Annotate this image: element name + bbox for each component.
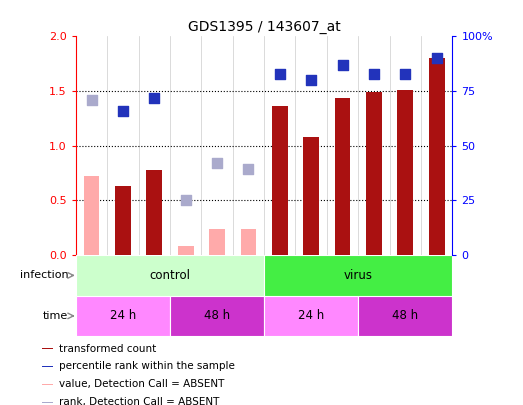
Point: [401, 70, 410, 77]
Text: time: time: [43, 311, 69, 321]
Text: 24 h: 24 h: [110, 309, 136, 322]
Bar: [170, 296, 264, 336]
Bar: [241, 229, 256, 255]
Point: [213, 160, 221, 166]
Bar: [76, 255, 264, 296]
Point: [119, 108, 127, 114]
Text: transformed count: transformed count: [59, 343, 156, 354]
Bar: [84, 177, 99, 255]
Bar: [272, 107, 288, 255]
Bar: [397, 90, 413, 255]
Bar: [115, 186, 131, 255]
Bar: [303, 137, 319, 255]
Bar: [335, 98, 350, 255]
Bar: [264, 255, 452, 296]
Text: percentile rank within the sample: percentile rank within the sample: [59, 361, 235, 371]
Title: GDS1395 / 143607_at: GDS1395 / 143607_at: [188, 20, 340, 34]
Text: infection: infection: [20, 271, 69, 280]
Point: [338, 62, 347, 68]
Bar: [264, 296, 358, 336]
Bar: [178, 246, 194, 255]
Text: control: control: [150, 269, 190, 282]
Bar: [209, 229, 225, 255]
Point: [181, 197, 190, 204]
Bar: [366, 92, 382, 255]
Point: [276, 70, 284, 77]
Text: 48 h: 48 h: [392, 309, 418, 322]
Bar: [42, 348, 53, 349]
Bar: [146, 170, 162, 255]
Point: [87, 97, 96, 103]
Bar: [358, 296, 452, 336]
Bar: [42, 402, 53, 403]
Point: [433, 55, 441, 62]
Bar: [429, 58, 445, 255]
Point: [244, 166, 253, 172]
Point: [370, 70, 378, 77]
Text: value, Detection Call = ABSENT: value, Detection Call = ABSENT: [59, 379, 224, 389]
Bar: [42, 366, 53, 367]
Point: [150, 94, 158, 101]
Text: 48 h: 48 h: [204, 309, 230, 322]
Bar: [42, 384, 53, 385]
Bar: [76, 296, 170, 336]
Text: 24 h: 24 h: [298, 309, 324, 322]
Point: [307, 77, 315, 83]
Text: rank, Detection Call = ABSENT: rank, Detection Call = ABSENT: [59, 397, 220, 405]
Text: virus: virus: [344, 269, 373, 282]
